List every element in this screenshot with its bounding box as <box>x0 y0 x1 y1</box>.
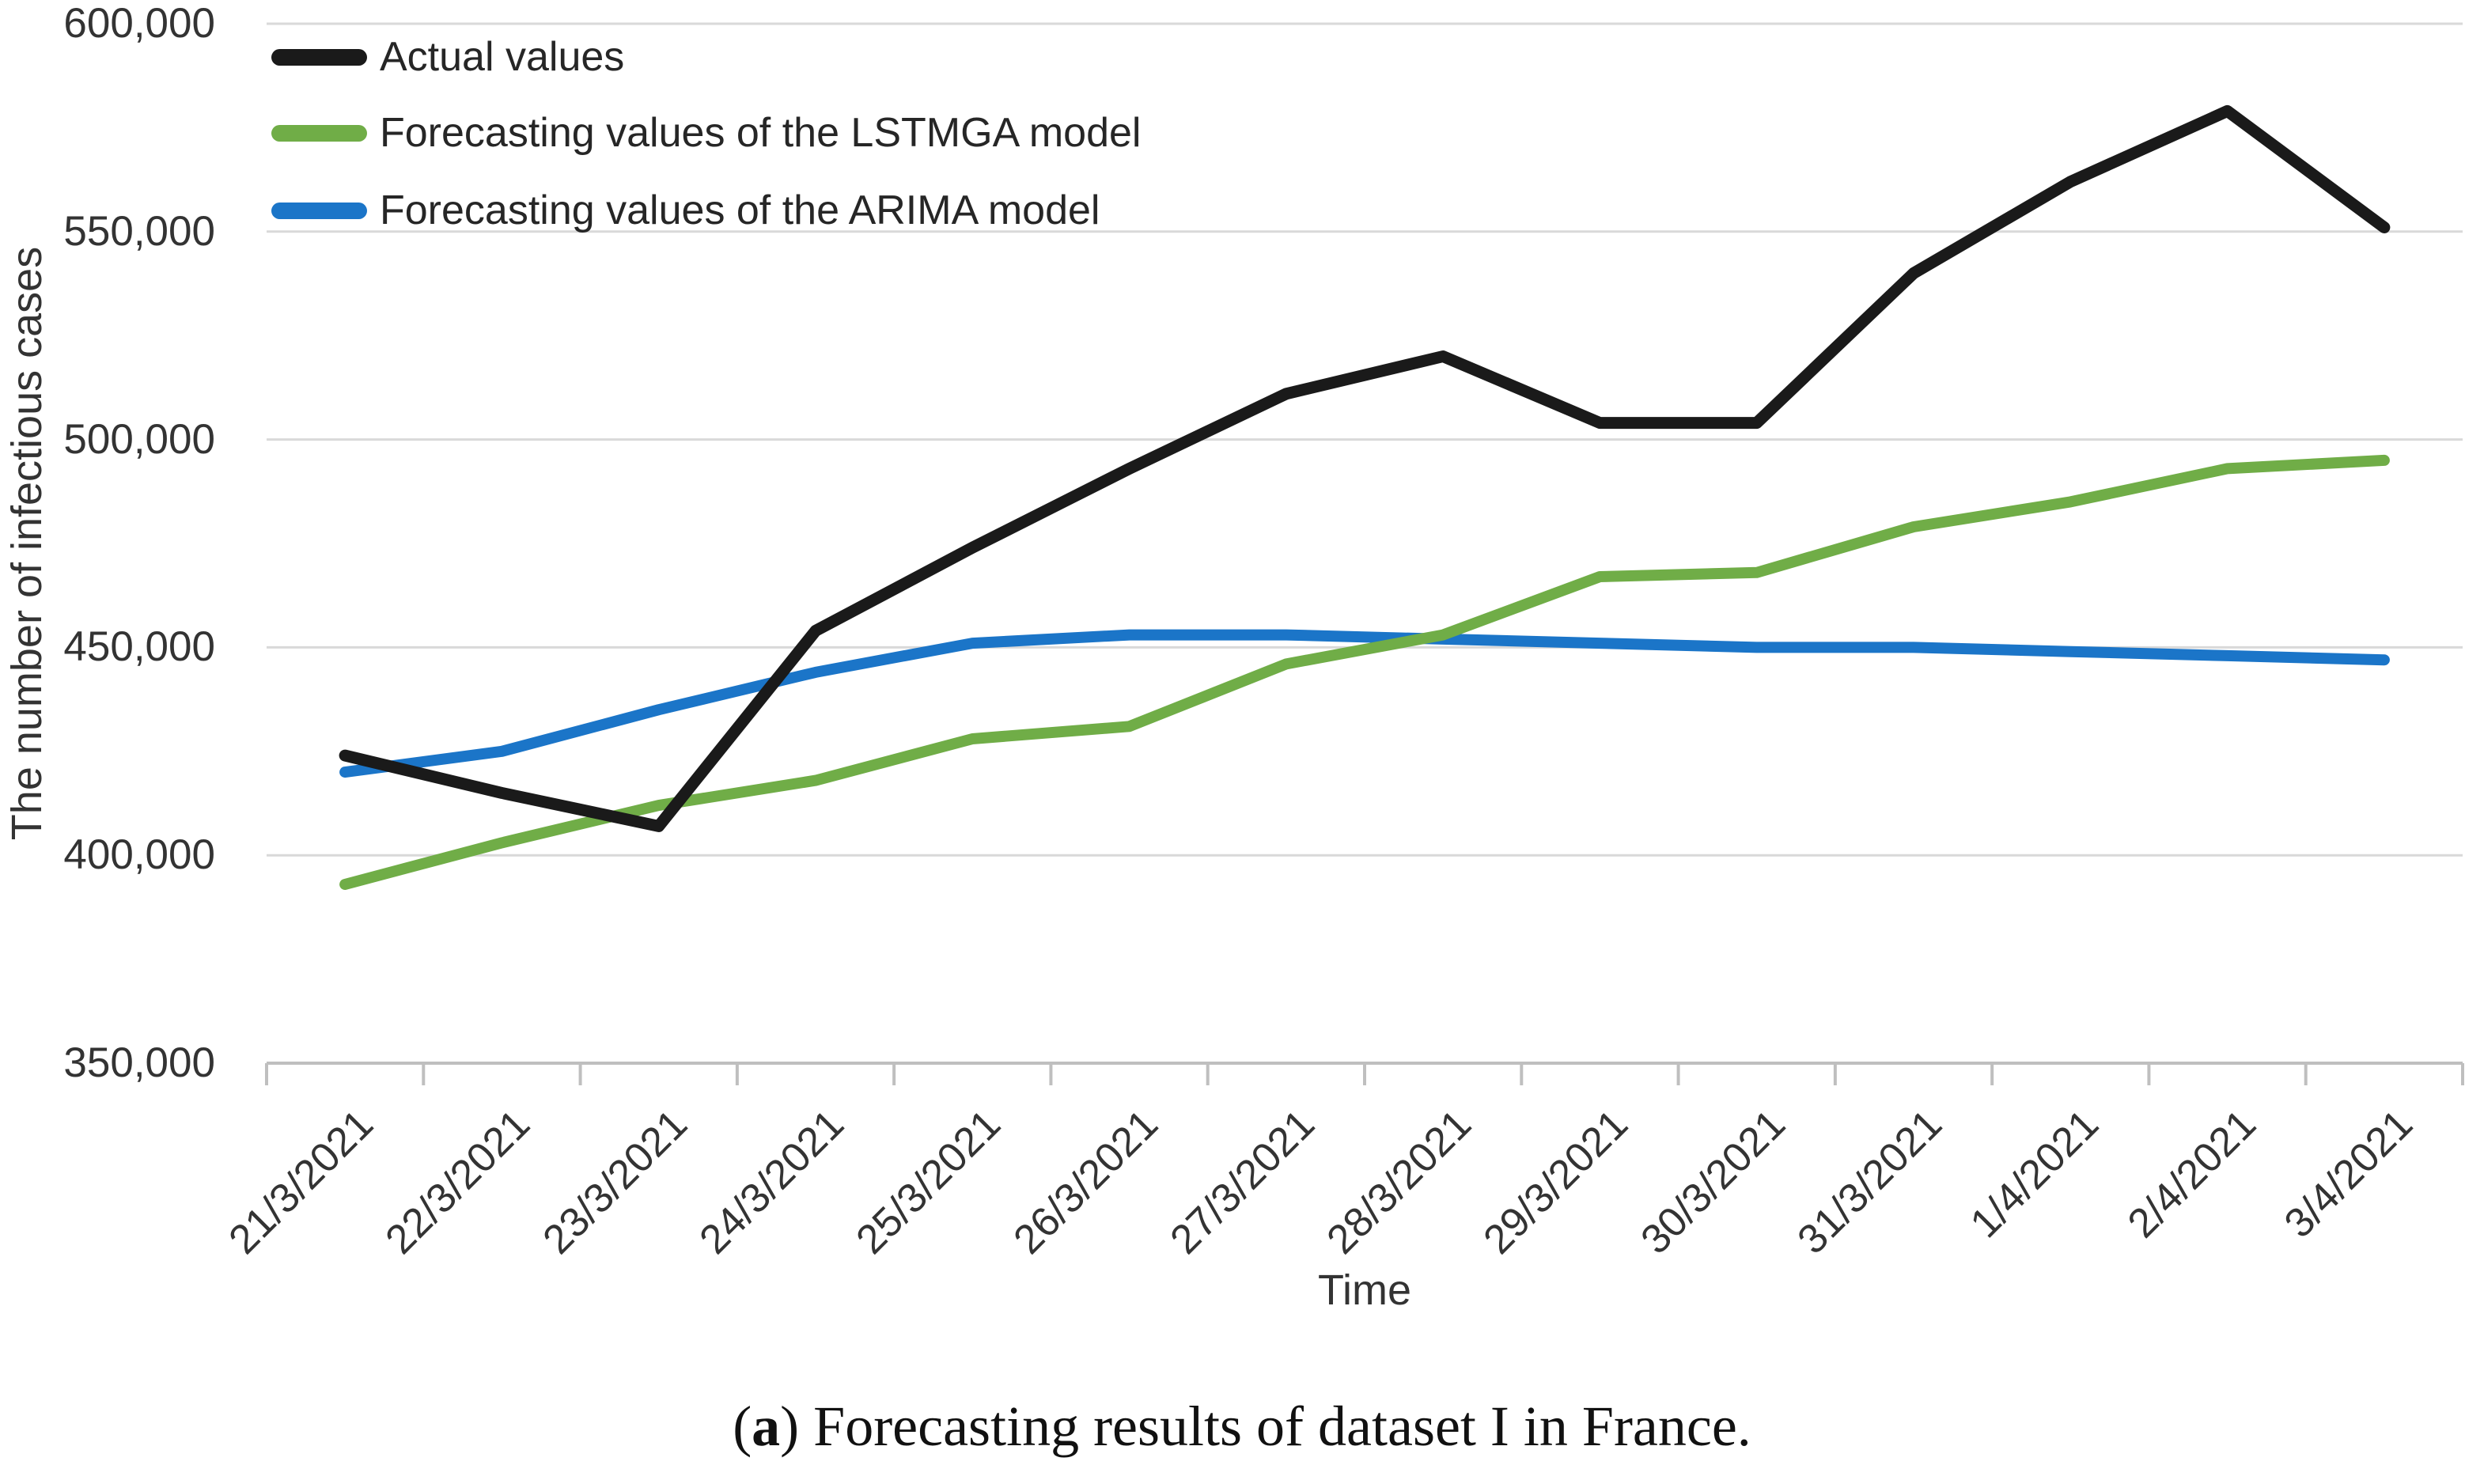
x-axis-title: Time <box>1318 1266 1411 1314</box>
legend-item-actual: Actual values <box>271 32 624 81</box>
legend-label-actual: Actual values <box>380 34 625 80</box>
y-tick-label: 400,000 <box>63 831 215 879</box>
y-tick-label: 550,000 <box>63 207 215 255</box>
y-tick-label: 500,000 <box>63 415 215 463</box>
y-axis-title: The number of infectious cases <box>3 246 51 841</box>
series-line-arima <box>339 629 2390 778</box>
y-tick-label: 450,000 <box>63 623 215 671</box>
legend-item-arima: Forecasting values of the ARIMA model <box>271 186 1100 235</box>
legend-label-lstmga: Forecasting values of the LSTMGA model <box>380 110 1142 156</box>
y-tick-label: 350,000 <box>63 1039 215 1086</box>
caption-open-paren: ( <box>733 1395 752 1458</box>
series-line-actual <box>339 104 2391 832</box>
lstmga-line-swatch-icon <box>271 124 367 142</box>
caption-panel-letter: a <box>752 1395 781 1458</box>
actual-line-swatch-icon <box>271 48 367 66</box>
legend-item-lstmga: Forecasting values of the LSTMGA model <box>271 108 1141 157</box>
legend-label-arima: Forecasting values of the ARIMA model <box>380 187 1100 233</box>
caption-text: ) Forecasting results of dataset I in Fr… <box>780 1395 1751 1458</box>
arima-line-swatch-icon <box>271 202 367 219</box>
figure-caption: (a) Forecasting results of dataset I in … <box>0 1394 2484 1459</box>
y-tick-label: 600,000 <box>63 0 215 47</box>
